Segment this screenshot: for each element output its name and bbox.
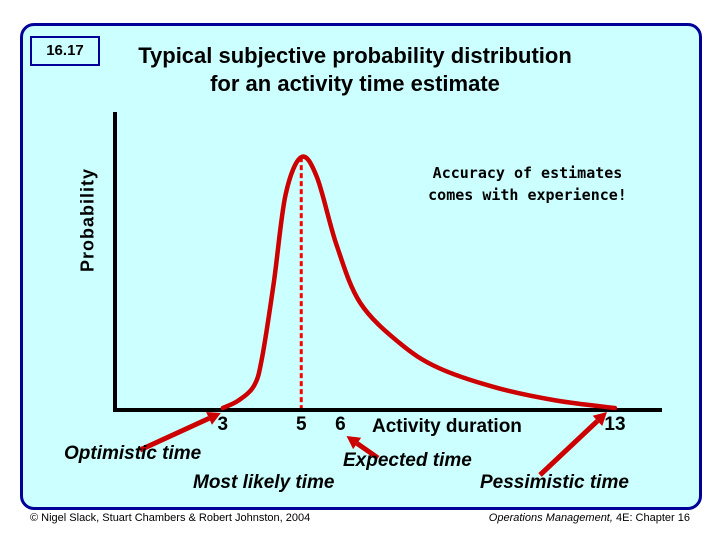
optimistic-time-arrowhead (206, 412, 221, 425)
book-chapter: 4E: Chapter 16 (612, 512, 690, 524)
most-likely-time-label: Most likely time (193, 472, 335, 493)
slide-number: 16.17 (30, 36, 100, 66)
pessimistic-time-label: Pessimistic time (480, 472, 629, 493)
title-line-1: Typical subjective probability distribut… (138, 43, 572, 68)
x-axis-label: Activity duration (372, 416, 522, 437)
expected-time-arrowhead (346, 436, 362, 450)
note-line-2: comes with experience! (428, 186, 627, 204)
distribution-curve (220, 154, 618, 411)
note-line-1: Accuracy of estimates (432, 164, 623, 182)
copyright-footer: © Nigel Slack, Stuart Chambers & Robert … (30, 512, 311, 524)
book-title: Operations Management, (488, 512, 613, 524)
x-tick-label-13: 13 (604, 414, 626, 435)
pessimistic-time-arrow (538, 419, 600, 477)
optimistic-time-label: Optimistic time (64, 443, 202, 464)
x-tick-label-5: 5 (295, 414, 307, 435)
optimistic-time-arrow (138, 416, 211, 453)
expected-time-label: Expected time (343, 450, 472, 471)
chart-title: Typical subjective probability distribut… (110, 42, 600, 98)
expected-time-arrow (355, 441, 380, 461)
x-tick-label-3: 3 (217, 414, 229, 435)
title-line-2: for an activity time estimate (210, 71, 500, 96)
experience-note: Accuracy of estimates comes with experie… (405, 162, 650, 206)
x-tick-label-6: 6 (335, 414, 346, 435)
pessimistic-time-arrowhead (592, 412, 607, 427)
book-footer: Operations Management, 4E: Chapter 16 (489, 512, 690, 524)
